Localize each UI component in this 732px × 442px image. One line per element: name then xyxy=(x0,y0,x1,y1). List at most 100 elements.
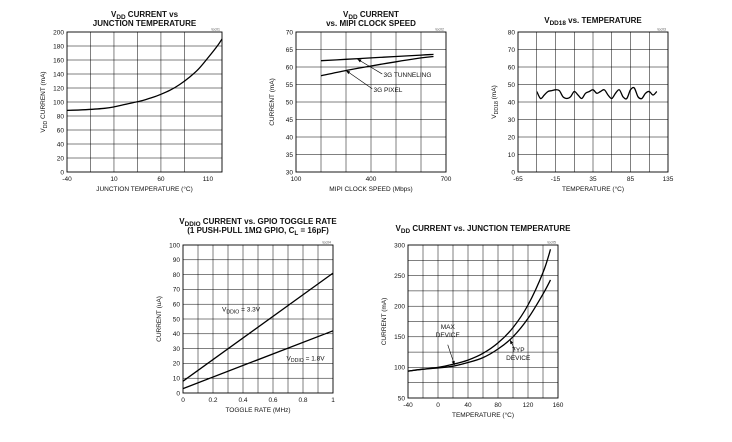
chart-title-part: CURRENT vs xyxy=(126,10,179,19)
x-axis-title: TOGGLE RATE (MHz) xyxy=(225,407,290,414)
chart-tag: toc01 xyxy=(211,28,220,32)
annotation-arrowhead xyxy=(451,360,455,365)
series-label: DEVICE xyxy=(506,355,531,362)
y-axis-title-part: DD18 xyxy=(494,101,500,114)
y-axis-title-part: V xyxy=(40,128,47,133)
series-line-2 xyxy=(182,330,334,390)
x-tick-label: 35 xyxy=(589,176,597,183)
chart-title-part: V xyxy=(343,10,349,19)
y-tick-label: 100 xyxy=(394,365,405,372)
chart-tag: toc05 xyxy=(547,241,556,245)
x-tick-label: 0 xyxy=(436,402,440,409)
annotation-arrow xyxy=(357,58,383,75)
series-line-1 xyxy=(536,86,658,100)
y-tick-label: 100 xyxy=(53,99,64,106)
series-label: VDDIO = 3.3V xyxy=(222,307,261,316)
x-tick-label: 1 xyxy=(331,397,335,404)
y-axis-title-part: V xyxy=(491,114,498,119)
series-label: 3G TUNNELING xyxy=(384,72,432,79)
x-axis-title-part: TEMPERATURE (°C) xyxy=(452,411,514,419)
chart-title-part: (1 PUSH-PULL 1MΩ GPIO, C xyxy=(187,226,294,235)
y-tick-label: 40 xyxy=(508,99,516,106)
series-label: TYP xyxy=(512,347,525,354)
series-label-part: DDIO xyxy=(226,309,239,315)
chart-title-part: V xyxy=(544,16,550,25)
chart-title-part: JUNCTION TEMPERATURE xyxy=(93,19,197,28)
y-tick-label: 20 xyxy=(57,155,65,162)
y-tick-label: 90 xyxy=(173,257,181,264)
x-tick-label: -65 xyxy=(513,176,523,183)
chart-title-part: V xyxy=(396,224,402,233)
series-label: DEVICE xyxy=(436,332,461,339)
y-tick-label: 150 xyxy=(394,334,405,341)
y-axis-title-part: (mA) xyxy=(491,85,498,101)
y-tick-label: 30 xyxy=(173,346,181,353)
y-axis-title: CURRENT (uA) xyxy=(156,296,163,342)
y-axis-title: CURRENT (mA) xyxy=(269,78,276,126)
x-tick-label: 0.2 xyxy=(208,397,217,404)
y-tick-label: 50 xyxy=(173,316,181,323)
y-tick-label: 40 xyxy=(173,331,181,338)
y-tick-label: 10 xyxy=(508,152,516,159)
series-line-2 xyxy=(407,279,552,372)
y-tick-label: 45 xyxy=(286,117,294,124)
chart-title: vs. MIPI CLOCK SPEED xyxy=(326,19,416,28)
chart-title: VDD18 vs. TEMPERATURE xyxy=(544,16,642,27)
chart-title-part: DD xyxy=(116,14,126,21)
y-tick-label: 0 xyxy=(511,169,515,176)
series-label-part: 3G TUNNELING xyxy=(384,72,432,79)
series-label-part: V xyxy=(222,307,227,314)
plot-frame xyxy=(66,31,223,173)
y-tick-label: 180 xyxy=(53,43,64,50)
chart-c4: VDDIO CURRENT vs. GPIO TOGGLE RATE(1 PUS… xyxy=(156,217,337,414)
chart-title: VDDIO CURRENT vs. GPIO TOGGLE RATE xyxy=(179,217,337,228)
chart-title-part: CURRENT vs. JUNCTION TEMPERATURE xyxy=(410,224,571,233)
chart-title-part: V xyxy=(179,217,185,226)
y-tick-label: 60 xyxy=(57,127,65,134)
plot-frame xyxy=(295,31,447,173)
x-tick-label: 40 xyxy=(464,402,472,409)
series-line-1 xyxy=(66,38,223,112)
chart-title: VDD CURRENT vs. JUNCTION TEMPERATURE xyxy=(396,224,572,235)
chart-c5: VDD CURRENT vs. JUNCTION TEMPERATURE toc0… xyxy=(381,224,571,419)
y-tick-label: 120 xyxy=(53,85,64,92)
series-label-part: TYP xyxy=(512,347,525,354)
chart-title-part: DD18 xyxy=(550,20,567,27)
y-tick-label: 20 xyxy=(173,361,181,368)
series-label-part: V xyxy=(287,355,292,362)
y-tick-label: 300 xyxy=(394,242,405,249)
y-tick-label: 30 xyxy=(286,169,294,176)
series-line-2 xyxy=(320,55,434,77)
x-tick-label: 0.4 xyxy=(238,397,247,404)
x-tick-label: 0.6 xyxy=(268,397,277,404)
chart-title: JUNCTION TEMPERATURE xyxy=(93,19,197,28)
y-axis-title-part: CURRENT (uA) xyxy=(156,296,163,342)
chart-tag: toc04 xyxy=(322,241,331,245)
plot-frame xyxy=(182,244,334,394)
x-tick-label: 80 xyxy=(494,402,502,409)
chart-tag: toc03 xyxy=(657,28,666,32)
y-axis-title-part: DD xyxy=(43,121,49,129)
chart-title: (1 PUSH-PULL 1MΩ GPIO, CL = 16pF) xyxy=(187,226,329,237)
x-tick-label: 60 xyxy=(157,176,165,183)
chart-title-part: CURRENT xyxy=(358,10,399,19)
x-axis-title: TEMPERATURE (°C) xyxy=(562,185,624,193)
y-tick-label: 60 xyxy=(173,302,181,309)
y-tick-label: 140 xyxy=(53,71,64,78)
series-label: 3G PIXEL xyxy=(374,87,403,94)
y-tick-label: 0 xyxy=(176,390,180,397)
series-label-part: MAX xyxy=(441,324,456,331)
y-axis-title: VDD18 (mA) xyxy=(491,85,500,119)
x-tick-label: 10 xyxy=(110,176,118,183)
y-tick-label: 80 xyxy=(57,113,65,120)
series-line-1 xyxy=(320,53,434,62)
chart-title-part: L xyxy=(294,230,298,237)
chart-title: VDD CURRENT xyxy=(343,10,399,21)
y-axis-title-part: CURRENT (mA) xyxy=(40,71,47,120)
y-tick-label: 40 xyxy=(286,134,294,141)
x-tick-label: -40 xyxy=(62,176,72,183)
x-tick-label: -15 xyxy=(551,176,561,183)
